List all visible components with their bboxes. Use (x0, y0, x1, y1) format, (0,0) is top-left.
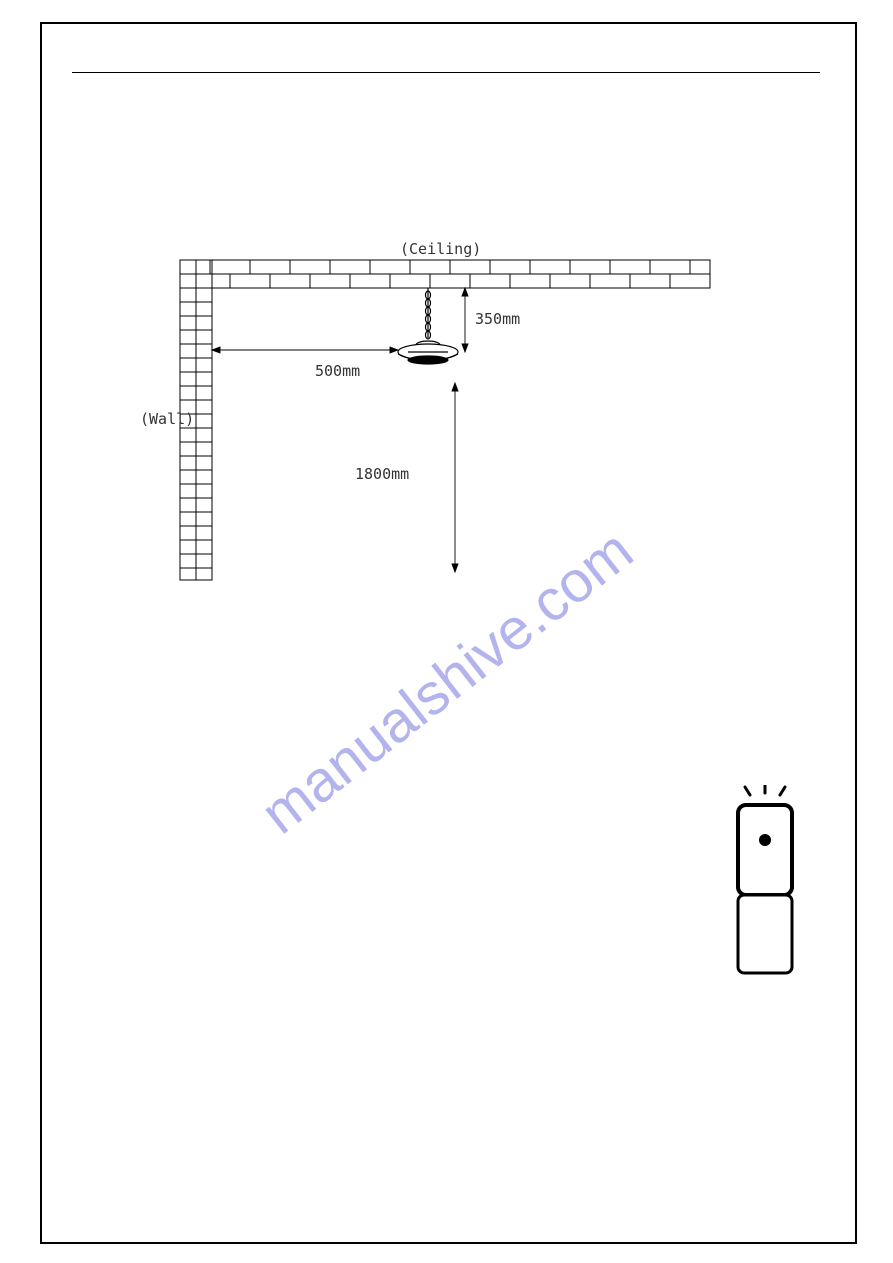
label-1800mm: 1800mm (355, 465, 409, 483)
ceiling-bricks (180, 260, 710, 288)
page-border (40, 22, 857, 1244)
installation-diagram: (Ceiling) (Wall) 350mm 500mm 1800mm (160, 240, 720, 600)
label-500mm: 500mm (315, 362, 360, 380)
header-rule (72, 72, 820, 73)
diagram-svg (160, 240, 720, 600)
label-350mm: 350mm (475, 310, 520, 328)
chain (426, 288, 431, 339)
pendant-lamp (398, 341, 458, 364)
remote-control-icon (720, 785, 810, 995)
label-wall: (Wall) (140, 410, 194, 428)
label-ceiling: (Ceiling) (400, 240, 481, 258)
